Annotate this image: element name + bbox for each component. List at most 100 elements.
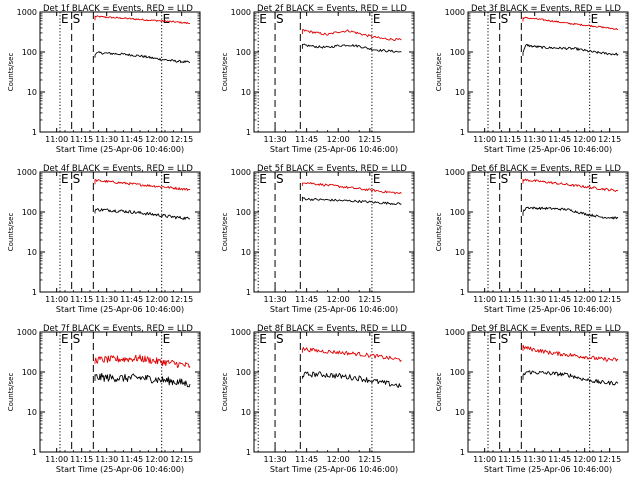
y-axis-title: Counts/sec: [221, 373, 229, 412]
marker-label: S: [501, 12, 509, 26]
x-tick-label: 12:15: [598, 295, 621, 304]
lld-series-line: [301, 182, 402, 195]
marker-label: E: [163, 332, 171, 346]
y-tick-label: 10: [241, 408, 251, 417]
x-axis-title: Start Time (25-Apr-06 10:46:00): [56, 465, 184, 474]
x-tick-label: 12:15: [170, 455, 193, 464]
y-tick-label: 1000: [445, 168, 465, 177]
lld-series-line: [522, 16, 619, 31]
x-tick-label: 11:45: [295, 295, 318, 304]
y-tick-label: 100: [22, 208, 37, 217]
y-axis-title: Counts/sec: [7, 53, 15, 92]
events-series-line: [522, 43, 619, 56]
marker-label: E: [163, 12, 171, 26]
chart-panel-5: Det 5f BLACK = Events, RED = LLD 1 10 100 10…: [221, 164, 415, 314]
y-tick-label: 10: [27, 408, 37, 417]
x-tick-label: 12:15: [170, 295, 193, 304]
plot-frame: [253, 11, 415, 133]
y-tick-label: 10: [455, 88, 465, 97]
lld-series-line: [301, 29, 402, 42]
y-tick-label: 1: [32, 288, 37, 297]
plot-frame: [39, 331, 201, 453]
x-tick-label: 12:15: [598, 135, 621, 144]
x-tick-label: 12:15: [358, 295, 381, 304]
x-tick-label: 11:30: [523, 295, 546, 304]
y-tick-label: 1000: [231, 168, 251, 177]
x-tick-label: 11:45: [548, 455, 571, 464]
x-tick-label: 11:30: [264, 135, 287, 144]
plot-frame: [467, 171, 629, 293]
y-tick-label: 1000: [231, 328, 251, 337]
x-tick-label: 11:00: [45, 295, 68, 304]
chart-title: Det 2f BLACK = Events, RED = LLD: [257, 4, 407, 14]
marker-label: S: [276, 172, 284, 186]
chart-title: Det 1f BLACK = Events, RED = LLD: [43, 4, 193, 14]
x-axis-title: Start Time (25-Apr-06 10:46:00): [270, 465, 398, 474]
x-axis-title: Start Time (25-Apr-06 10:46:00): [56, 305, 184, 314]
marker-label: E: [163, 172, 171, 186]
marker-label: S: [276, 12, 284, 26]
events-series-line: [301, 196, 402, 206]
lld-series-line: [94, 15, 190, 24]
x-tick-label: 11:45: [120, 455, 143, 464]
x-tick-label: 12:00: [573, 455, 596, 464]
x-tick-label: 11:30: [523, 135, 546, 144]
y-axis-title: Counts/sec: [435, 53, 443, 92]
chart-panel-4: Det 4f BLACK = Events, RED = LLD 1 10 100 10…: [7, 164, 201, 314]
y-axis-title: Counts/sec: [7, 213, 15, 252]
x-tick-label: 11:45: [295, 455, 318, 464]
y-tick-label: 1: [246, 128, 251, 137]
marker-label: E: [61, 172, 69, 186]
y-tick-label: 1000: [17, 168, 37, 177]
plot-frame: [467, 331, 629, 453]
marker-label: E: [591, 172, 599, 186]
marker-label: S: [73, 332, 81, 346]
lld-series-line: [94, 179, 191, 191]
x-axis-title: Start Time (25-Apr-06 10:46:00): [270, 305, 398, 314]
x-tick-label: 11:00: [473, 295, 496, 304]
plot-frame: [39, 171, 201, 293]
x-tick-label: 12:15: [170, 135, 193, 144]
chart-title: Det 4f BLACK = Events, RED = LLD: [43, 164, 193, 174]
marker-label: E: [489, 332, 497, 346]
x-tick-label: 12:00: [327, 295, 350, 304]
x-tick-label: 11:15: [498, 295, 521, 304]
chart-panel-2: Det 2f BLACK = Events, RED = LLD 1 10 100 10…: [221, 4, 415, 154]
marker-label: E: [259, 12, 267, 26]
x-tick-label: 11:00: [473, 135, 496, 144]
marker-label: E: [259, 172, 267, 186]
events-series-line: [94, 51, 190, 64]
events-series-line: [94, 208, 191, 220]
events-series-line: [301, 371, 402, 388]
y-tick-label: 1000: [445, 328, 465, 337]
x-tick-label: 11:15: [70, 135, 93, 144]
x-axis-title: Start Time (25-Apr-06 10:46:00): [484, 145, 612, 154]
y-tick-label: 10: [455, 248, 465, 257]
x-tick-label: 11:30: [523, 455, 546, 464]
x-tick-label: 11:45: [120, 135, 143, 144]
y-tick-label: 1: [32, 448, 37, 457]
events-series-line: [94, 372, 191, 388]
plot-frame: [253, 331, 415, 453]
x-tick-label: 12:00: [327, 135, 350, 144]
events-series-line: [301, 43, 402, 53]
y-tick-label: 100: [22, 368, 37, 377]
marker-label: E: [259, 332, 267, 346]
x-tick-label: 11:00: [45, 455, 68, 464]
x-tick-label: 12:15: [358, 135, 381, 144]
chart-panel-8: Det 8f BLACK = Events, RED = LLD 1 10 100 10…: [221, 324, 415, 474]
x-tick-label: 12:00: [145, 455, 168, 464]
y-tick-label: 1000: [231, 8, 251, 17]
y-tick-label: 10: [241, 248, 251, 257]
y-tick-label: 1: [246, 448, 251, 457]
chart-panel-9: Det 9f BLACK = Events, RED = LLD 1 10 100 10…: [435, 324, 629, 474]
chart-panel-6: Det 6f BLACK = Events, RED = LLD 1 10 100 10…: [435, 164, 629, 314]
lld-series-line: [522, 344, 619, 362]
plot-frame: [253, 171, 415, 293]
x-tick-label: 12:00: [145, 135, 168, 144]
marker-label: E: [61, 12, 69, 26]
x-tick-label: 12:15: [598, 455, 621, 464]
x-tick-label: 11:45: [295, 135, 318, 144]
x-axis-title: Start Time (25-Apr-06 10:46:00): [484, 305, 612, 314]
